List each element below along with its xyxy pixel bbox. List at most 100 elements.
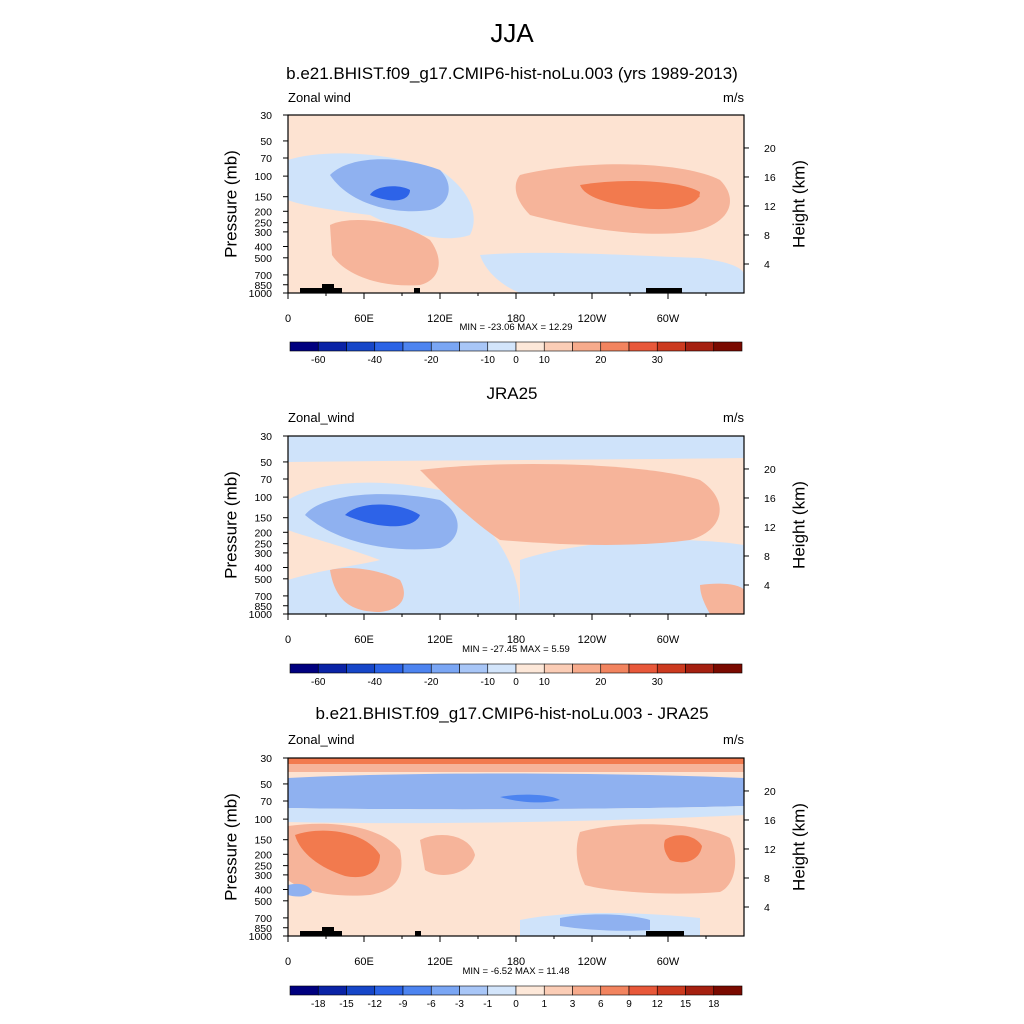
colorbar-swatch [600, 985, 630, 996]
colorbar-swatch [515, 985, 545, 996]
y-tick-label: 200 [254, 849, 272, 861]
y-tick-label: 150 [254, 835, 272, 847]
strong-pos-region [288, 758, 744, 764]
y-tick-label: 150 [254, 513, 272, 525]
terrain-block [415, 931, 421, 936]
units-label: m/s [723, 410, 744, 425]
y-tick-label: 1000 [249, 931, 273, 943]
strong-neg-region [500, 794, 560, 803]
colorbar-swatch [628, 341, 658, 352]
y-tick-label: 300 [254, 227, 272, 239]
colorbar-label: 20 [595, 355, 607, 366]
y-tick-label: 30 [260, 753, 272, 765]
colorbar-swatch [430, 663, 460, 674]
colorbar-swatch [317, 985, 347, 996]
colorbar-swatch [430, 341, 460, 352]
colorbar-label: 15 [680, 999, 692, 1010]
colorbar-label: 0 [513, 355, 519, 366]
y2-tick-label: 4 [764, 580, 770, 592]
strong-neg-region [345, 504, 420, 527]
colorbar-label: -10 [481, 355, 496, 366]
colorbar-swatch [600, 663, 630, 674]
strong-pos-region [580, 180, 700, 210]
colorbar-swatch [572, 341, 602, 352]
field-name-label: Zonal_wind [288, 732, 355, 747]
colorbar-swatch [402, 341, 432, 352]
terrain-block [414, 288, 420, 293]
colorbar-label: -10 [481, 677, 496, 688]
x-tick-label: 0 [285, 634, 291, 646]
colorbar-label: 3 [570, 999, 576, 1010]
colorbar-label: 6 [598, 999, 604, 1010]
terrain-block [322, 284, 334, 293]
colorbar-swatch [543, 663, 573, 674]
field-name-label: Zonal_wind [288, 410, 355, 425]
x-tick-label: 120E [427, 956, 453, 968]
colorbar-swatch [374, 985, 404, 996]
colorbar-swatch [713, 341, 743, 352]
y-tick-label: 100 [254, 814, 272, 826]
panel-3-field [288, 758, 744, 936]
y-tick-label: 850 [254, 280, 272, 292]
colorbar-label: -12 [368, 999, 383, 1010]
colorbar-swatch [572, 985, 602, 996]
colorbar-swatch [402, 985, 432, 996]
colorbar-label: -3 [455, 999, 464, 1010]
main-title: JJA [490, 18, 534, 48]
pos-region [700, 583, 744, 614]
colorbar-swatch [628, 663, 658, 674]
colorbar-swatch [487, 985, 517, 996]
neg-region [480, 252, 744, 293]
y2-axis-title: Height (km) [789, 803, 808, 891]
strong-neg-region [370, 186, 410, 201]
y2-tick-label: 20 [764, 464, 776, 476]
y2-tick-label: 16 [764, 493, 776, 505]
x-tick-label: 60E [354, 313, 374, 325]
neg-region [520, 540, 744, 614]
colorbar-label: -1 [483, 999, 492, 1010]
x-tick-label: 60E [354, 634, 374, 646]
field-name-label: Zonal wind [288, 90, 351, 105]
colorbar-swatch [713, 663, 743, 674]
y-tick-label: 700 [254, 270, 272, 282]
y-axis-title: Pressure (mb) [221, 150, 240, 258]
colorbar-swatch [289, 985, 319, 996]
colorbar-swatch [459, 341, 489, 352]
neg-region [288, 806, 744, 824]
colorbar-swatch [289, 341, 319, 352]
min-max-stats: MIN = -27.45 MAX = 5.59 [462, 644, 570, 655]
colorbar-label: -9 [399, 999, 408, 1010]
y-tick-label: 1000 [249, 609, 273, 621]
colorbar-label: -20 [424, 355, 439, 366]
colorbar-label: 12 [652, 999, 664, 1010]
neg-region [288, 436, 744, 462]
colorbar-swatch [346, 663, 376, 674]
y-tick-label: 300 [254, 870, 272, 882]
colorbar-swatch [346, 341, 376, 352]
y-tick-label: 30 [260, 110, 272, 122]
pos-region [330, 220, 439, 286]
colorbar-swatch [430, 985, 460, 996]
neg-region [560, 914, 650, 931]
terrain-block [300, 931, 342, 936]
x-tick-label: 60W [657, 634, 680, 646]
pos-region [330, 568, 404, 612]
colorbar-label: -40 [368, 677, 383, 688]
min-max-stats: MIN = -23.06 MAX = 12.29 [459, 322, 572, 333]
y2-tick-label: 20 [764, 786, 776, 798]
colorbar-swatch [515, 663, 545, 674]
y-tick-label: 30 [260, 431, 272, 443]
colorbar-label: 20 [595, 677, 607, 688]
colorbar-label: 1 [541, 999, 547, 1010]
panel-2-title: JRA25 [486, 384, 538, 403]
colorbar-swatch [317, 663, 347, 674]
colorbar-label: 0 [513, 677, 519, 688]
colorbar-label: -20 [424, 677, 439, 688]
y-tick-label: 200 [254, 527, 272, 539]
colorbar-label: -60 [311, 677, 326, 688]
colorbar-swatch [374, 341, 404, 352]
neg-region [288, 883, 312, 897]
x-tick-label: 120E [427, 634, 453, 646]
colorbar-swatch [515, 341, 545, 352]
